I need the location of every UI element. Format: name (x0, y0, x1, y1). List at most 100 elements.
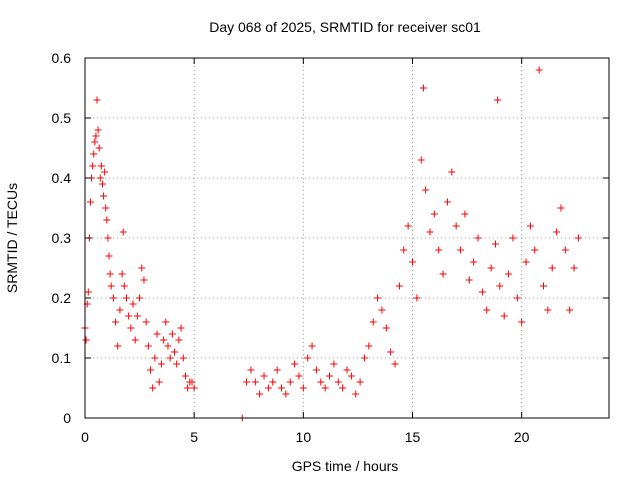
y-tick-label: 0.5 (52, 110, 72, 126)
data-point (448, 168, 456, 176)
data-point (190, 384, 198, 392)
data-point (452, 222, 460, 230)
data-point (483, 306, 491, 314)
data-point (461, 210, 469, 218)
data-point (243, 378, 251, 386)
data-point (104, 234, 112, 242)
data-point (419, 84, 427, 92)
data-point (422, 186, 430, 194)
data-point (417, 156, 425, 164)
data-point (487, 264, 495, 272)
data-point (247, 366, 255, 374)
data-point (144, 342, 152, 350)
data-point (147, 366, 154, 374)
grid-lines (85, 58, 609, 418)
data-point (378, 306, 386, 314)
data-point (395, 282, 403, 290)
data-point (347, 372, 355, 380)
data-point (478, 288, 486, 296)
y-tick-label: 0.1 (52, 350, 72, 366)
data-point (374, 294, 382, 302)
data-point (365, 342, 373, 350)
data-point (343, 366, 351, 374)
data-point (321, 384, 329, 392)
data-point (94, 126, 102, 134)
data-point (269, 378, 277, 386)
data-point (86, 198, 94, 206)
data-point (112, 318, 120, 326)
data-point (264, 384, 272, 392)
x-tick-label: 20 (514, 429, 530, 445)
data-point (166, 354, 174, 362)
x-tick-label: 5 (190, 429, 198, 445)
data-point (413, 294, 421, 302)
data-point (439, 270, 447, 278)
x-tick-label: 10 (296, 429, 312, 445)
data-point (140, 276, 148, 284)
y-tick-label: 0.4 (52, 170, 72, 186)
data-point (544, 306, 552, 314)
data-point (540, 282, 547, 290)
data-point (107, 282, 115, 290)
data-point (160, 336, 168, 344)
data-point (173, 360, 181, 368)
data-point (282, 390, 290, 398)
data-point (251, 378, 259, 386)
data-point (295, 372, 303, 380)
data-point (330, 360, 338, 368)
data-point (317, 378, 325, 386)
data-point (557, 204, 565, 212)
data-point (518, 318, 526, 326)
data-point (299, 384, 307, 392)
data-point (312, 366, 320, 374)
data-point (304, 354, 312, 362)
data-point (102, 204, 110, 212)
data-point (535, 66, 543, 74)
data-point (92, 132, 100, 140)
data-point (491, 240, 499, 248)
data-point (387, 348, 395, 356)
data-point (119, 228, 127, 236)
data-point (505, 270, 513, 278)
data-point (561, 246, 569, 254)
data-point (430, 210, 438, 218)
data-point (116, 306, 124, 314)
data-point (98, 180, 106, 188)
data-point (391, 360, 399, 368)
data-point (356, 378, 364, 386)
data-point (188, 378, 196, 386)
data-point (100, 192, 108, 200)
data-point (129, 300, 137, 308)
y-axis-title: SRMTID / TECUs (4, 183, 20, 293)
data-point (133, 312, 141, 320)
data-point (103, 216, 111, 224)
y-tick-label: 0.6 (52, 50, 72, 66)
data-point (496, 282, 504, 290)
x-axis-ticks: 0 5 10 15 20 (81, 58, 530, 445)
data-point (131, 336, 139, 344)
data-point (164, 342, 172, 350)
data-point (339, 384, 347, 392)
data-point (574, 234, 582, 242)
data-point (179, 354, 187, 362)
chart-title: Day 068 of 2025, SRMTID for receiver sc0… (209, 19, 481, 35)
data-point (273, 366, 281, 374)
data-point (286, 378, 294, 386)
data-point (465, 276, 473, 284)
data-point (260, 372, 268, 380)
data-marks (81, 66, 582, 422)
data-point (109, 294, 117, 302)
data-point (308, 342, 316, 350)
data-point (531, 246, 539, 254)
data-point (120, 282, 128, 290)
y-tick-label: 0 (63, 410, 71, 426)
data-point (105, 252, 113, 260)
data-point (291, 360, 299, 368)
data-point (443, 198, 451, 206)
y-tick-label: 0.2 (52, 290, 72, 306)
data-point (256, 390, 264, 398)
data-point (352, 390, 360, 398)
data-point (470, 258, 478, 266)
data-point (149, 384, 157, 392)
